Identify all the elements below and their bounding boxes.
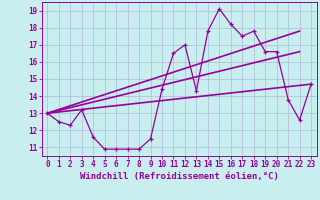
X-axis label: Windchill (Refroidissement éolien,°C): Windchill (Refroidissement éolien,°C)	[80, 172, 279, 181]
